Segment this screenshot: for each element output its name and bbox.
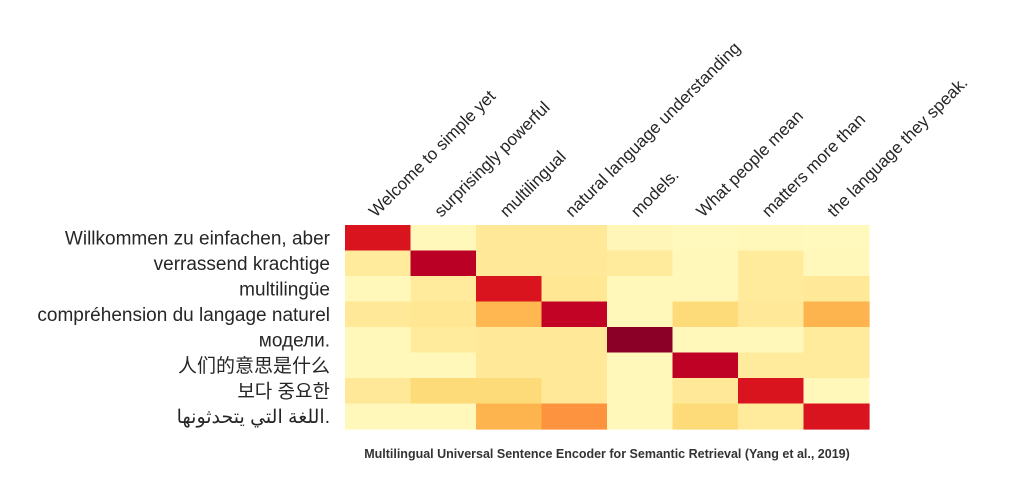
heatmap-cell-r4-c5	[672, 327, 739, 354]
heatmap-cell-r6-c7	[803, 378, 870, 405]
heatmap-cell-r3-c4	[607, 301, 674, 328]
heatmap-cell-r7-c5	[672, 403, 739, 430]
heatmap-cells	[345, 225, 870, 430]
heatmap-cell-r6-c2	[476, 378, 543, 405]
heatmap-cell-r6-c1	[410, 378, 477, 405]
heatmap-cell-r3-c0	[345, 301, 412, 328]
heatmap-cell-r0-c1	[410, 225, 477, 252]
column-label-0: Welcome to simple yet	[365, 87, 499, 221]
heatmap-cell-r3-c1	[410, 301, 477, 328]
heatmap-cell-r7-c4	[607, 403, 674, 430]
heatmap-cell-r4-c6	[738, 327, 805, 354]
heatmap-cell-r2-c0	[345, 276, 412, 303]
heatmap-cell-r2-c2	[476, 276, 543, 303]
heatmap-cell-r7-c1	[410, 403, 477, 430]
heatmap-cell-r4-c1	[410, 327, 477, 354]
heatmap-cell-r6-c3	[541, 378, 608, 405]
heatmap-cell-r6-c6	[738, 378, 805, 405]
row-label-0: Willkommen zu einfachen, aber	[65, 228, 331, 249]
heatmap-cell-r3-c7	[803, 301, 870, 328]
heatmap-cell-r2-c6	[738, 276, 805, 303]
heatmap-cell-r4-c2	[476, 327, 543, 354]
heatmap-cell-r4-c0	[345, 327, 412, 354]
heatmap-cell-r1-c0	[345, 250, 412, 277]
heatmap-cell-r1-c1	[410, 250, 477, 277]
heatmap-cell-r2-c1	[410, 276, 477, 303]
heatmap-cell-r3-c5	[672, 301, 739, 328]
row-label-7: اللغة التي يتحدثونها.	[177, 407, 330, 428]
heatmap-cell-r1-c4	[607, 250, 674, 277]
heatmap-cell-r5-c5	[672, 352, 739, 379]
column-label-7: the language they speak.	[824, 73, 972, 221]
heatmap-cell-r0-c2	[476, 225, 543, 252]
row-label-5: 人们的意思是什么	[178, 355, 330, 377]
heatmap-cell-r2-c5	[672, 276, 739, 303]
heatmap-cell-r7-c0	[345, 403, 412, 430]
heatmap-cell-r3-c6	[738, 301, 805, 328]
heatmap-cell-r7-c6	[738, 403, 805, 430]
column-label-4: models.	[627, 165, 683, 221]
heatmap-cell-r1-c6	[738, 250, 805, 277]
row-labels: Willkommen zu einfachen, aber verrassend …	[37, 228, 330, 428]
heatmap-cell-r5-c7	[803, 352, 870, 379]
heatmap-cell-r7-c7	[803, 403, 870, 430]
heatmap-cell-r0-c7	[803, 225, 870, 252]
heatmap-cell-r4-c4	[607, 327, 674, 354]
heatmap-cell-r2-c7	[803, 276, 870, 303]
row-label-6: 보다 중요한	[237, 380, 330, 402]
chart-caption: Multilingual Universal Sentence Encoder …	[364, 447, 850, 461]
heatmap-cell-r2-c3	[541, 276, 608, 303]
heatmap-cell-r4-c3	[541, 327, 608, 354]
heatmap-cell-r5-c3	[541, 352, 608, 379]
heatmap-cell-r1-c2	[476, 250, 543, 277]
row-label-1: verrassend krachtige	[154, 254, 330, 275]
heatmap-cell-r6-c0	[345, 378, 412, 405]
heatmap-cell-r5-c4	[607, 352, 674, 379]
heatmap-cell-r0-c0	[345, 225, 412, 252]
heatmap-cell-r5-c2	[476, 352, 543, 379]
heatmap-cell-r6-c4	[607, 378, 674, 405]
heatmap-cell-r5-c6	[738, 352, 805, 379]
heatmap-cell-r0-c6	[738, 225, 805, 252]
heatmap-cell-r3-c2	[476, 301, 543, 328]
row-label-3: compréhension du langage naturel	[37, 305, 330, 326]
column-label-1: surprisingly powerful	[431, 98, 554, 221]
heatmap-cell-r7-c3	[541, 403, 608, 430]
heatmap-cell-r0-c3	[541, 225, 608, 252]
heatmap-cell-r2-c4	[607, 276, 674, 303]
column-label-2: multilingual	[496, 147, 570, 221]
row-label-4: модели.	[259, 330, 330, 351]
heatmap-cell-r5-c0	[345, 352, 412, 379]
column-label-5: What people mean	[693, 106, 807, 220]
heatmap-cell-r0-c4	[607, 225, 674, 252]
heatmap-cell-r3-c3	[541, 301, 608, 328]
heatmap-cell-r4-c7	[803, 327, 870, 354]
heatmap-cell-r0-c5	[672, 225, 739, 252]
heatmap-cell-r7-c2	[476, 403, 543, 430]
row-label-2: multilingüe	[239, 279, 330, 300]
heatmap-cell-r1-c5	[672, 250, 739, 277]
heatmap-cell-r1-c3	[541, 250, 608, 277]
heatmap-cell-r6-c5	[672, 378, 739, 405]
heatmap-cell-r1-c7	[803, 250, 870, 277]
heatmap-cell-r5-c1	[410, 352, 477, 379]
